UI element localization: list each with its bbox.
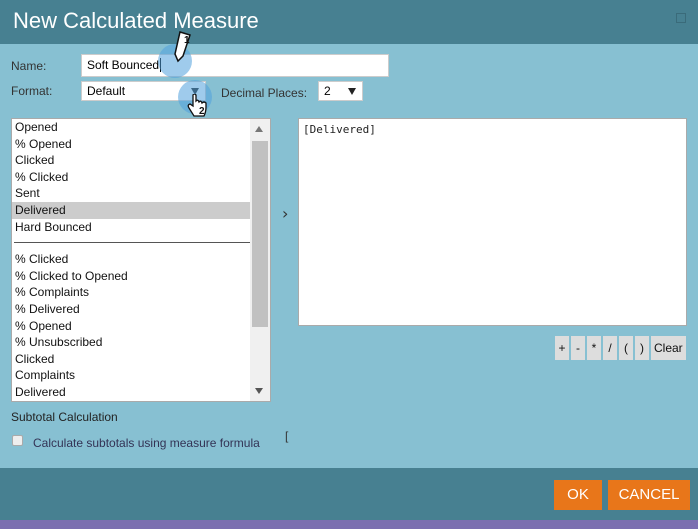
decimal-value: 2 bbox=[324, 84, 331, 98]
hand-cursor-icon bbox=[187, 94, 207, 117]
scroll-down-icon[interactable] bbox=[255, 388, 263, 394]
measure-list-item[interactable]: % Clicked bbox=[15, 169, 69, 184]
help-icon[interactable] bbox=[676, 13, 686, 23]
cancel-button[interactable]: CANCEL bbox=[608, 480, 690, 510]
subtotal-checkbox-label: Calculate subtotals using measure formul… bbox=[33, 436, 260, 450]
annotation-1: 1 bbox=[184, 35, 190, 46]
format-value: Default bbox=[87, 84, 126, 98]
measure-list-item[interactable]: % Complaints bbox=[15, 285, 90, 300]
measure-list-item[interactable]: Delivered bbox=[12, 201, 250, 219]
operator-button[interactable]: * bbox=[587, 336, 601, 360]
subtotal-checkbox[interactable] bbox=[12, 435, 23, 446]
decimal-label: Decimal Places: bbox=[221, 86, 308, 100]
measure-list-item[interactable]: % Opened bbox=[15, 318, 72, 333]
annotation-2: 2 bbox=[199, 106, 205, 117]
measure-list-item[interactable]: % Opened bbox=[15, 136, 72, 151]
bracket-mark: [ bbox=[285, 429, 289, 443]
measure-list-item[interactable]: % Clicked to Opened bbox=[15, 268, 128, 283]
clear-button[interactable]: Clear bbox=[651, 336, 686, 360]
measure-list-item[interactable]: Opened bbox=[15, 120, 58, 134]
scroll-thumb[interactable] bbox=[252, 141, 268, 327]
name-label: Name: bbox=[11, 59, 47, 73]
measure-list-item[interactable]: % Unsubscribed bbox=[15, 335, 103, 350]
operator-button[interactable]: - bbox=[571, 336, 585, 360]
ok-button[interactable]: OK bbox=[554, 480, 602, 510]
operator-button[interactable]: + bbox=[555, 336, 569, 360]
measure-list-item[interactable]: Hard Bounced bbox=[15, 219, 92, 234]
measure-list-item[interactable]: Sent bbox=[15, 186, 40, 201]
operator-button[interactable]: ) bbox=[635, 336, 649, 360]
chevron-down-icon bbox=[348, 88, 356, 95]
name-input[interactable]: Soft Bounced bbox=[81, 54, 389, 77]
name-value: Soft Bounced bbox=[87, 58, 160, 72]
measure-list-item[interactable]: % Clicked bbox=[15, 252, 69, 267]
subtotal-heading: Subtotal Calculation bbox=[11, 410, 118, 424]
measure-list-item[interactable]: % Delivered bbox=[15, 301, 80, 316]
measure-list-item[interactable]: Complaints bbox=[15, 368, 76, 383]
dialog-title: New Calculated Measure bbox=[13, 8, 259, 33]
format-label: Format: bbox=[11, 84, 53, 98]
dialog-header: New Calculated Measure bbox=[0, 0, 698, 44]
operator-button[interactable]: / bbox=[603, 336, 617, 360]
pencil-icon bbox=[174, 31, 191, 63]
formula-textarea[interactable]: [Delivered] bbox=[298, 118, 687, 326]
list-separator bbox=[14, 235, 250, 244]
decimal-select[interactable]: 2 bbox=[318, 81, 363, 101]
measure-list-item[interactable]: Clicked bbox=[15, 351, 55, 366]
measure-list-item[interactable]: Clicked bbox=[15, 153, 55, 168]
list-scrollbar[interactable] bbox=[250, 119, 270, 401]
bottom-strip bbox=[0, 520, 698, 529]
measure-list[interactable]: Opened% Opened Clicked% Clicked Sent Delive… bbox=[11, 118, 271, 402]
add-measure-arrow[interactable]: › bbox=[282, 204, 289, 223]
scroll-up-icon[interactable] bbox=[255, 126, 263, 132]
annotation-1-highlight bbox=[158, 44, 192, 78]
measure-list-item[interactable]: Delivered bbox=[15, 384, 66, 399]
operator-button[interactable]: ( bbox=[619, 336, 633, 360]
